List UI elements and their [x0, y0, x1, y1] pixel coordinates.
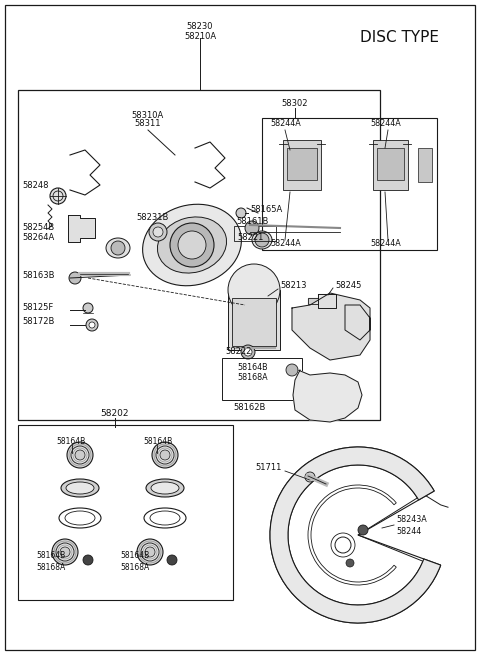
Circle shape [75, 450, 85, 460]
Text: 58164B: 58164B [36, 550, 65, 559]
Polygon shape [68, 215, 95, 242]
Text: 58244A: 58244A [270, 238, 301, 248]
Text: 58231B: 58231B [136, 214, 168, 223]
Bar [283, 140, 321, 190]
Text: 58164B: 58164B [120, 550, 149, 559]
Text: 58311: 58311 [135, 119, 161, 128]
Text: DISC TYPE: DISC TYPE [360, 30, 439, 45]
Ellipse shape [66, 482, 94, 494]
Bar [287, 148, 317, 180]
Bar [18, 90, 380, 420]
Circle shape [160, 450, 170, 460]
Circle shape [153, 227, 163, 237]
Circle shape [156, 446, 174, 464]
Text: 58230: 58230 [187, 22, 213, 31]
Text: 58168A: 58168A [237, 373, 268, 383]
Bar [234, 226, 276, 241]
Ellipse shape [252, 231, 272, 249]
Text: 58168A: 58168A [36, 563, 65, 572]
Circle shape [83, 555, 93, 565]
Bar [373, 140, 408, 190]
Circle shape [286, 364, 298, 376]
Ellipse shape [143, 204, 241, 286]
Circle shape [170, 223, 214, 267]
Circle shape [145, 547, 155, 557]
Text: 58264A: 58264A [22, 233, 54, 242]
Text: 58243A: 58243A [396, 515, 427, 525]
Polygon shape [292, 293, 370, 360]
Circle shape [71, 446, 89, 464]
Circle shape [346, 559, 354, 567]
Circle shape [111, 241, 125, 255]
Ellipse shape [157, 217, 227, 273]
Text: 58221: 58221 [237, 233, 264, 242]
Text: 58222: 58222 [225, 348, 252, 356]
Text: 58162B: 58162B [234, 403, 266, 411]
Text: 58310A: 58310A [132, 111, 164, 119]
Circle shape [178, 231, 206, 259]
Circle shape [149, 223, 167, 241]
Ellipse shape [151, 482, 179, 494]
Circle shape [89, 322, 95, 328]
Circle shape [245, 221, 259, 235]
Text: 58302: 58302 [282, 98, 308, 107]
Bar [377, 148, 404, 180]
Text: 58164B: 58164B [143, 436, 172, 445]
Circle shape [60, 547, 70, 557]
Text: 58244A: 58244A [370, 238, 401, 248]
Polygon shape [293, 370, 362, 422]
Bar [418, 148, 432, 182]
Text: 58244A: 58244A [270, 119, 301, 128]
Text: 58161B: 58161B [236, 217, 268, 227]
Text: 58164B: 58164B [56, 436, 85, 445]
Circle shape [69, 272, 81, 284]
Text: 58244A: 58244A [370, 119, 401, 128]
Bar [228, 290, 280, 350]
Text: 58168A: 58168A [120, 563, 149, 572]
Circle shape [167, 555, 177, 565]
Ellipse shape [146, 479, 184, 497]
Circle shape [86, 319, 98, 331]
Circle shape [56, 543, 74, 561]
Text: 58125F: 58125F [22, 303, 53, 312]
Polygon shape [318, 294, 336, 308]
Bar [232, 298, 276, 346]
Circle shape [141, 543, 159, 561]
Circle shape [358, 525, 368, 535]
Circle shape [236, 208, 246, 218]
Circle shape [255, 233, 269, 247]
Polygon shape [308, 298, 318, 304]
Text: 58213: 58213 [280, 280, 307, 290]
Text: 58244: 58244 [396, 527, 421, 536]
Circle shape [244, 348, 252, 356]
Circle shape [83, 303, 93, 313]
Circle shape [305, 472, 315, 482]
Text: 58172B: 58172B [22, 318, 54, 326]
Circle shape [137, 539, 163, 565]
Text: 58210A: 58210A [184, 32, 216, 41]
Text: 58165A: 58165A [250, 206, 282, 214]
Bar [262, 118, 437, 250]
Circle shape [241, 345, 255, 359]
Wedge shape [270, 447, 441, 623]
Ellipse shape [61, 479, 99, 497]
Ellipse shape [106, 238, 130, 258]
Text: 58254B: 58254B [22, 223, 54, 231]
Circle shape [67, 442, 93, 468]
Circle shape [50, 188, 66, 204]
Bar [18, 425, 233, 600]
Text: 58163B: 58163B [22, 271, 55, 280]
Text: 58202: 58202 [101, 409, 129, 417]
Circle shape [152, 442, 178, 468]
Text: 58164B: 58164B [237, 362, 268, 371]
Circle shape [228, 264, 280, 316]
Circle shape [52, 539, 78, 565]
Text: 51711: 51711 [255, 464, 281, 472]
Text: 58245: 58245 [335, 280, 361, 290]
Text: 58248: 58248 [22, 181, 48, 189]
Bar [222, 358, 302, 400]
